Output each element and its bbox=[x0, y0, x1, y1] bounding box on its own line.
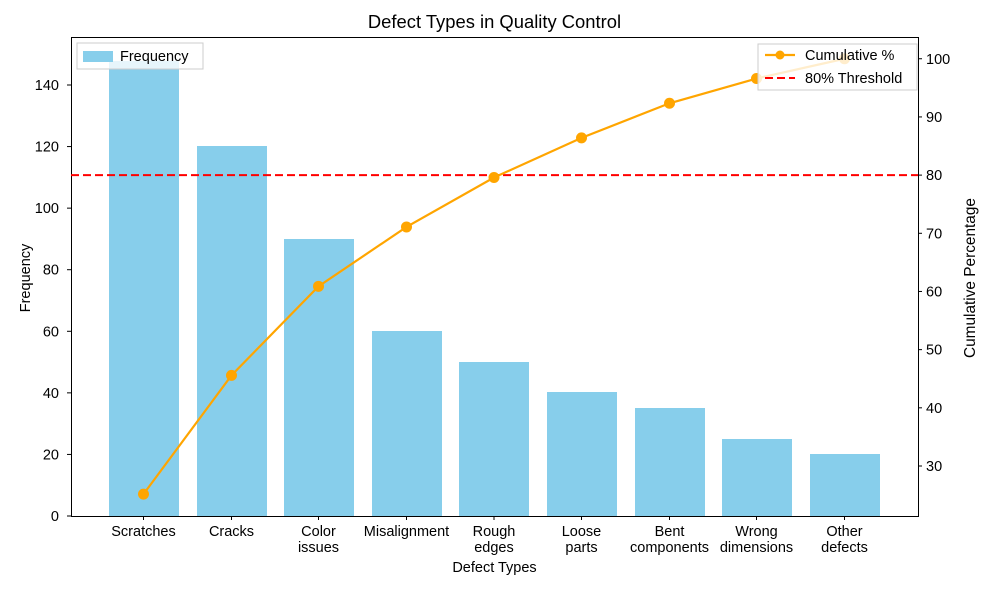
svg-text:Misalignment: Misalignment bbox=[364, 524, 449, 540]
svg-text:parts: parts bbox=[565, 540, 597, 556]
svg-text:40: 40 bbox=[926, 401, 942, 417]
svg-text:Bent: Bent bbox=[655, 524, 685, 540]
svg-text:140: 140 bbox=[35, 78, 59, 94]
svg-text:edges: edges bbox=[474, 540, 514, 556]
svg-text:60: 60 bbox=[43, 324, 59, 340]
svg-text:dimensions: dimensions bbox=[720, 540, 793, 556]
svg-text:30: 30 bbox=[926, 459, 942, 475]
svg-text:100: 100 bbox=[926, 52, 950, 68]
svg-text:60: 60 bbox=[926, 284, 942, 300]
svg-text:0: 0 bbox=[51, 509, 59, 525]
svg-text:80: 80 bbox=[43, 263, 59, 279]
svg-text:120: 120 bbox=[35, 140, 59, 156]
svg-text:Frequency: Frequency bbox=[120, 49, 189, 65]
svg-text:90: 90 bbox=[926, 110, 942, 126]
svg-text:components: components bbox=[630, 540, 709, 556]
svg-text:Other: Other bbox=[826, 524, 862, 540]
svg-text:50: 50 bbox=[926, 343, 942, 359]
svg-text:70: 70 bbox=[926, 226, 942, 242]
svg-text:Scratches: Scratches bbox=[111, 524, 175, 540]
svg-text:Wrong: Wrong bbox=[735, 524, 777, 540]
svg-text:100: 100 bbox=[35, 201, 59, 217]
svg-text:Cracks: Cracks bbox=[209, 524, 254, 540]
svg-text:issues: issues bbox=[298, 540, 339, 556]
svg-text:40: 40 bbox=[43, 386, 59, 402]
svg-text:Defect Types in Quality Contro: Defect Types in Quality Control bbox=[368, 11, 621, 32]
svg-text:80% Threshold: 80% Threshold bbox=[805, 71, 902, 87]
svg-text:80: 80 bbox=[926, 168, 942, 184]
svg-text:Rough: Rough bbox=[473, 524, 516, 540]
svg-text:Color: Color bbox=[301, 524, 336, 540]
svg-text:Defect Types: Defect Types bbox=[452, 560, 536, 576]
svg-text:20: 20 bbox=[43, 447, 59, 463]
svg-text:Loose: Loose bbox=[562, 524, 602, 540]
svg-text:Cumulative %: Cumulative % bbox=[805, 48, 895, 64]
svg-text:Frequency: Frequency bbox=[18, 243, 34, 312]
svg-text:Cumulative Percentage: Cumulative Percentage bbox=[962, 198, 979, 358]
svg-text:defects: defects bbox=[821, 540, 868, 556]
